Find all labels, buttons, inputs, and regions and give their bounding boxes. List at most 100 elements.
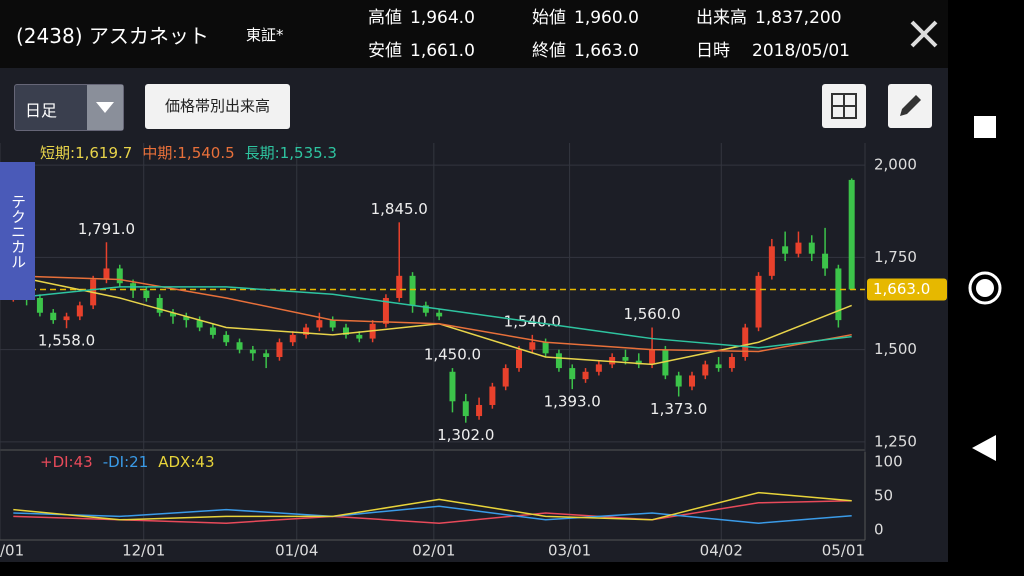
candle-body — [476, 404, 483, 417]
candle-body — [329, 320, 336, 328]
legend-value: 43 — [195, 453, 214, 471]
quote-label: 高値 — [368, 8, 402, 28]
candle-body — [249, 349, 256, 354]
candle-body — [609, 357, 616, 365]
candle-body — [116, 268, 123, 284]
candle-body — [276, 342, 283, 358]
recent-button[interactable] — [974, 116, 996, 138]
legend-name: 長期: — [245, 144, 280, 162]
candle-body — [263, 353, 270, 358]
candle-body — [196, 320, 203, 328]
y-tick-label: 0 — [874, 521, 884, 539]
volume-button[interactable]: 価格帯別出来高 — [145, 84, 290, 129]
x-tick-label: 12/01 — [122, 542, 165, 560]
candle-body — [582, 371, 589, 380]
legend-entry: -DI:21 — [103, 453, 149, 471]
indicator-line — [13, 500, 852, 524]
period-dropdown[interactable]: 日足 — [14, 84, 124, 131]
y-tick-label: 50 — [874, 487, 893, 505]
chart: 2,000 1,750 1,500 1,250/01 12/01 01/04 02/01 03… — [0, 143, 947, 560]
price-annotation: 1,558.0 — [38, 332, 95, 350]
quote-value: 1,663.0 — [574, 41, 639, 61]
legend-name: -DI: — [103, 453, 129, 471]
candle-body — [649, 349, 656, 365]
period-label: 日足 — [25, 101, 58, 120]
legend-value: 21 — [129, 453, 148, 471]
candle-body — [742, 327, 749, 358]
candle-body — [76, 305, 83, 317]
candle-body — [36, 297, 43, 313]
candle-body — [689, 375, 695, 387]
draw-button[interactable] — [888, 84, 932, 128]
candle-body — [156, 297, 163, 313]
candle-body — [622, 357, 629, 361]
x-tick-label: 05/01 — [822, 542, 865, 560]
candle-body — [170, 312, 176, 317]
market: 東証* — [246, 26, 284, 44]
candle-body — [782, 246, 789, 254]
y-tick-label: 100 — [874, 452, 903, 470]
price-annotation: 1,393.0 — [544, 393, 601, 411]
x-tick-label: /01 — [0, 542, 24, 560]
quote-label: 安値 — [368, 41, 402, 61]
quote-label: 日時 — [696, 41, 730, 61]
legend-entry: 短期:1,619.7 — [40, 144, 132, 162]
current-price-label: 1,663.0 — [873, 280, 930, 298]
candle-body — [728, 357, 735, 369]
y-tick-label: 2,000 — [874, 156, 917, 174]
candle-body — [143, 290, 150, 298]
price-annotation: 1,302.0 — [437, 426, 494, 444]
legend-name: ADX: — [158, 453, 195, 471]
indicator-line — [13, 286, 852, 349]
candle-body — [396, 275, 403, 298]
legend-value: 43 — [74, 453, 93, 471]
legend-name: 中期: — [142, 144, 177, 162]
candle-body — [343, 327, 349, 335]
back-button[interactable] — [972, 435, 996, 461]
quote-value: 1,661.0 — [410, 41, 475, 61]
quote-label: 終値 — [532, 41, 566, 61]
candle-body — [516, 349, 522, 369]
candle-body — [675, 375, 682, 387]
candle-body — [303, 327, 310, 335]
quote-label: 出来高 — [696, 8, 747, 28]
legend-entry: ADX:43 — [158, 453, 214, 471]
close-button[interactable] — [908, 18, 940, 50]
x-tick-label: 04/02 — [700, 542, 743, 560]
candle-body — [50, 312, 57, 321]
price-annotation: 1,373.0 — [650, 400, 707, 418]
current-price-tag — [867, 278, 947, 301]
candle-body — [555, 353, 562, 369]
candle-body — [768, 246, 775, 276]
x-tick-label: 01/04 — [275, 542, 318, 560]
header: (2438) アスカネット 東証* 高値 1,964.0 始値 1,960.0 出来… — [0, 0, 948, 68]
quote: 日時 2018/05/01 — [696, 36, 850, 61]
price-annotation: 1,845.0 — [371, 200, 428, 218]
candle-body — [835, 268, 842, 321]
candle-body — [223, 334, 230, 343]
candle-body — [183, 316, 190, 321]
quote-label: 始値 — [532, 8, 566, 28]
x-tick-label: 02/01 — [412, 542, 455, 560]
quote-value: 1,960.0 — [574, 8, 639, 28]
legend-entry: 長期:1,535.3 — [245, 144, 337, 162]
candle-body — [289, 334, 296, 343]
y-tick-label: 1,250 — [874, 432, 917, 450]
candle-body — [595, 364, 602, 372]
nav-icons — [968, 116, 1002, 461]
price-annotation: 1,450.0 — [424, 346, 481, 364]
home-button[interactable] — [968, 271, 1002, 305]
indicator-line — [13, 491, 852, 521]
stock-title: (2438) アスカネット — [16, 24, 209, 48]
candle-body — [236, 342, 243, 350]
candle-body — [356, 334, 363, 339]
layout-button[interactable] — [822, 84, 866, 128]
y-tick-label: 1,500 — [874, 340, 917, 358]
legend-entry: 中期:1,540.5 — [142, 144, 234, 162]
technical-tab[interactable]: テクニカル — [0, 162, 35, 300]
candle-body — [63, 316, 70, 321]
candle-body — [316, 320, 323, 328]
legend-name: +DI: — [40, 453, 74, 471]
candle-body — [702, 364, 709, 376]
quote-value: 1,837,200 — [755, 8, 842, 28]
